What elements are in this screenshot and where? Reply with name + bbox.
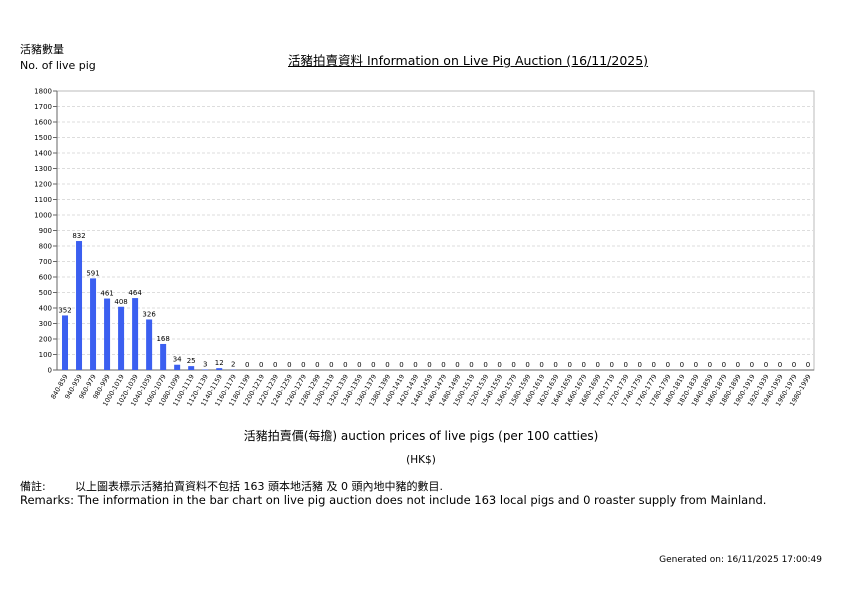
bar-value-label: 0 (680, 361, 684, 369)
y-tick-label: 100 (39, 351, 52, 359)
bar-value-label: 0 (525, 361, 529, 369)
bar-value-label: 0 (259, 361, 263, 369)
bar-value-label: 0 (483, 361, 487, 369)
remarks-zh: 備註: 以上圖表標示活豬拍賣資料不包括 163 頭本地活豬 及 0 頭內地中豬的數… (20, 478, 443, 494)
bar (146, 319, 153, 370)
y-axis-label: 活豬數量 No. of live pig (20, 42, 96, 74)
bar-value-label: 0 (624, 361, 628, 369)
bar-value-label: 0 (581, 361, 585, 369)
y-tick-label: 200 (39, 336, 52, 344)
bar-value-label: 461 (100, 290, 113, 298)
y-tick-label: 1700 (34, 103, 52, 111)
bar-value-label: 3 (203, 361, 207, 369)
y-tick-label: 1100 (34, 196, 52, 204)
bar (174, 364, 181, 370)
bar-value-label: 0 (315, 361, 319, 369)
y-tick-label: 1300 (34, 165, 52, 173)
bar (188, 366, 195, 370)
y-tick-label: 500 (39, 289, 52, 297)
remarks-zh-prefix: 備註: (20, 480, 46, 493)
bar-value-label: 0 (455, 361, 459, 369)
bar-value-label: 0 (497, 361, 501, 369)
bar-value-label: 12 (215, 359, 224, 367)
remarks-en: Remarks: The information in the bar char… (20, 493, 767, 507)
bar-value-label: 0 (399, 361, 403, 369)
bar (118, 306, 125, 370)
bar-value-label: 0 (287, 361, 291, 369)
bar (90, 278, 97, 370)
y-tick-label: 300 (39, 320, 52, 328)
y-tick-label: 1500 (34, 134, 52, 142)
bar-value-label: 352 (58, 306, 71, 314)
bar-value-label: 0 (652, 361, 656, 369)
y-tick-label: 400 (39, 305, 52, 313)
bar-value-label: 0 (764, 361, 768, 369)
bar-value-label: 591 (86, 269, 99, 277)
bar-value-label: 464 (128, 289, 142, 297)
bar-value-label: 0 (609, 361, 613, 369)
x-axis-unit: (HK$) (406, 454, 436, 466)
bar-value-label: 0 (245, 361, 249, 369)
bar-value-label: 0 (553, 361, 557, 369)
bar (160, 343, 167, 370)
bar-value-label: 0 (792, 361, 796, 369)
bar-value-label: 0 (329, 361, 333, 369)
bar-value-label: 0 (511, 361, 515, 369)
y-tick-label: 800 (39, 243, 52, 251)
bar-value-label: 0 (638, 361, 642, 369)
y-tick-label: 1000 (34, 212, 52, 220)
bar-value-label: 0 (301, 361, 305, 369)
bar-value-label: 0 (736, 361, 740, 369)
bar-chart: 0100200300400500600700800900100011001200… (34, 88, 815, 408)
y-axis-label-zh: 活豬數量 (20, 43, 64, 56)
bar (104, 298, 111, 370)
bar-value-label: 0 (806, 361, 810, 369)
remarks-zh-text: 以上圖表標示活豬拍賣資料不包括 163 頭本地活豬 及 0 頭內地中豬的數目. (75, 480, 443, 493)
bar-value-label: 0 (357, 361, 361, 369)
bar-value-label: 34 (173, 356, 182, 364)
bar-value-label: 0 (441, 361, 445, 369)
bar-value-label: 408 (114, 298, 127, 306)
bar-value-label: 0 (343, 361, 347, 369)
bar-value-label: 2 (231, 361, 235, 369)
bar-value-label: 0 (694, 361, 698, 369)
bar (216, 368, 223, 370)
y-tick-label: 1400 (34, 150, 52, 158)
bar-value-label: 0 (273, 361, 277, 369)
bar-value-label: 0 (595, 361, 599, 369)
bar-value-label: 0 (385, 361, 389, 369)
bar-value-label: 0 (722, 361, 726, 369)
bar-value-label: 0 (427, 361, 431, 369)
bar-value-label: 326 (142, 310, 156, 318)
bar-value-label: 0 (778, 361, 782, 369)
plot-area (56, 90, 815, 371)
bar-value-label: 0 (413, 361, 417, 369)
bar-value-label: 0 (708, 361, 712, 369)
bar-value-label: 0 (666, 361, 670, 369)
bar-value-label: 0 (539, 361, 543, 369)
bar-value-label: 0 (371, 361, 375, 369)
bar-value-label: 25 (187, 357, 196, 365)
bar (132, 298, 139, 370)
y-tick-label: 1200 (34, 181, 52, 189)
bar-value-label: 0 (567, 361, 571, 369)
y-tick-label: 900 (39, 227, 52, 235)
bar-value-label: 832 (72, 232, 85, 240)
y-tick-label: 0 (48, 367, 52, 375)
bar-value-label: 168 (156, 335, 169, 343)
generated-timestamp: Generated on: 16/11/2025 17:00:49 (659, 555, 822, 565)
y-tick-label: 1600 (34, 119, 52, 127)
bar-value-label: 0 (750, 361, 754, 369)
y-tick-label: 1800 (34, 88, 52, 96)
y-tick-label: 700 (39, 258, 52, 266)
bar (76, 241, 83, 370)
bar-value-label: 0 (469, 361, 473, 369)
x-axis-label: 活豬拍賣價(每擔) auction prices of live pigs (p… (243, 429, 599, 443)
y-tick-label: 600 (39, 274, 52, 282)
bar (62, 315, 69, 370)
y-axis-label-en: No. of live pig (20, 59, 96, 72)
chart-title: 活豬拍賣資料 Information on Live Pig Auction (… (288, 53, 649, 68)
